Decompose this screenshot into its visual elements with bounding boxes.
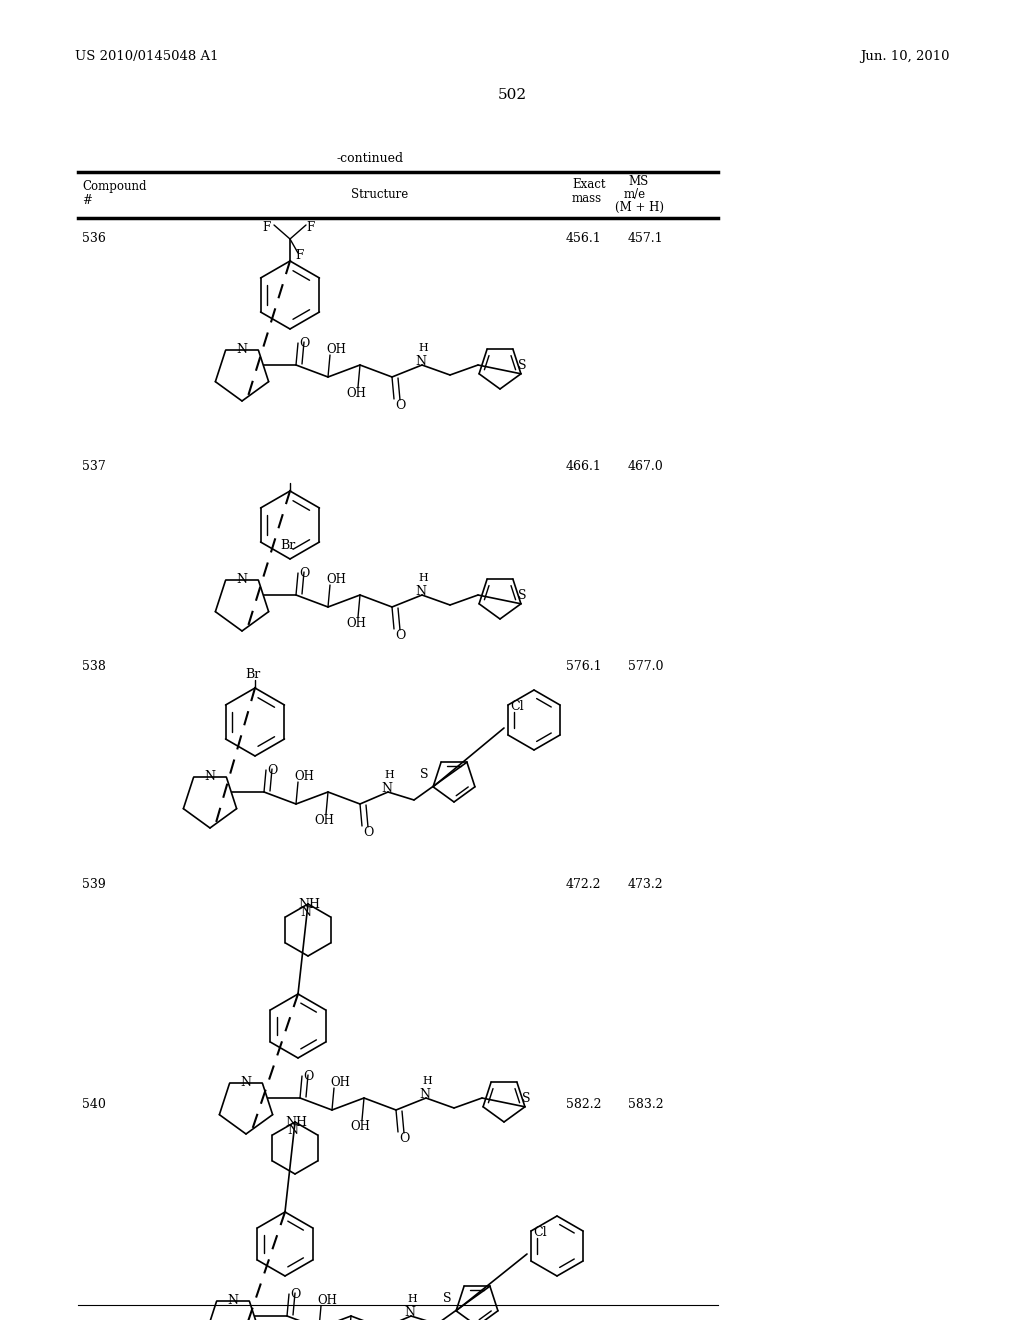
Text: Br: Br <box>245 668 260 681</box>
Text: H: H <box>384 770 394 780</box>
Text: N: N <box>381 781 392 795</box>
Text: OH: OH <box>346 616 366 630</box>
Text: H: H <box>422 1076 432 1086</box>
Text: F: F <box>262 220 270 234</box>
Text: O: O <box>399 1133 410 1144</box>
Text: S: S <box>522 1092 530 1105</box>
Text: N: N <box>415 585 426 598</box>
Text: Cl: Cl <box>534 1226 547 1239</box>
Text: 537: 537 <box>82 459 105 473</box>
Text: OH: OH <box>350 1119 370 1133</box>
Text: N: N <box>287 1125 298 1137</box>
Text: #: # <box>82 194 92 207</box>
Text: (M + H): (M + H) <box>615 201 664 214</box>
Text: N: N <box>419 1088 430 1101</box>
Text: N: N <box>204 770 215 783</box>
Text: -continued: -continued <box>337 152 403 165</box>
Text: OH: OH <box>346 387 366 400</box>
Text: 472.2: 472.2 <box>566 878 601 891</box>
Text: O: O <box>362 826 374 840</box>
Text: Br: Br <box>280 539 295 552</box>
Text: F: F <box>306 220 314 234</box>
Text: O: O <box>395 399 406 412</box>
Text: Cl: Cl <box>510 700 523 713</box>
Text: US 2010/0145048 A1: US 2010/0145048 A1 <box>75 50 218 63</box>
Text: O: O <box>299 568 309 579</box>
Text: N: N <box>227 1294 238 1307</box>
Text: 456.1: 456.1 <box>566 232 602 246</box>
Text: 467.0: 467.0 <box>628 459 664 473</box>
Text: 536: 536 <box>82 232 105 246</box>
Text: OH: OH <box>294 770 314 783</box>
Text: 502: 502 <box>498 88 526 102</box>
Text: 466.1: 466.1 <box>566 459 602 473</box>
Text: N: N <box>300 906 311 919</box>
Text: MS: MS <box>628 176 648 187</box>
Text: OH: OH <box>317 1294 337 1307</box>
Text: H: H <box>407 1294 417 1304</box>
Text: N: N <box>415 355 426 368</box>
Text: O: O <box>267 764 278 777</box>
Text: 540: 540 <box>82 1098 105 1111</box>
Text: O: O <box>299 337 309 350</box>
Text: mass: mass <box>572 191 602 205</box>
Text: 473.2: 473.2 <box>628 878 664 891</box>
Text: S: S <box>443 1292 452 1305</box>
Text: 577.0: 577.0 <box>628 660 664 673</box>
Text: S: S <box>420 768 428 781</box>
Text: OH: OH <box>326 343 346 356</box>
Text: NH: NH <box>285 1115 307 1129</box>
Text: F: F <box>295 249 303 261</box>
Text: Structure: Structure <box>351 187 409 201</box>
Text: m/e: m/e <box>624 187 646 201</box>
Text: H: H <box>418 573 428 583</box>
Text: N: N <box>236 573 247 586</box>
Text: S: S <box>518 589 526 602</box>
Text: Compound: Compound <box>82 180 146 193</box>
Text: OH: OH <box>330 1076 350 1089</box>
Text: H: H <box>418 343 428 352</box>
Text: 582.2: 582.2 <box>566 1098 601 1111</box>
Text: 583.2: 583.2 <box>628 1098 664 1111</box>
Text: Jun. 10, 2010: Jun. 10, 2010 <box>860 50 950 63</box>
Text: O: O <box>303 1071 313 1082</box>
Text: OH: OH <box>314 814 334 828</box>
Text: N: N <box>404 1305 415 1319</box>
Text: O: O <box>290 1288 300 1302</box>
Text: OH: OH <box>326 573 346 586</box>
Text: S: S <box>518 359 526 372</box>
Text: 576.1: 576.1 <box>566 660 602 673</box>
Text: 538: 538 <box>82 660 105 673</box>
Text: 457.1: 457.1 <box>628 232 664 246</box>
Text: 539: 539 <box>82 878 105 891</box>
Text: NH: NH <box>298 898 319 911</box>
Text: N: N <box>236 343 247 356</box>
Text: N: N <box>240 1076 251 1089</box>
Text: O: O <box>395 630 406 642</box>
Text: Exact: Exact <box>572 178 605 191</box>
